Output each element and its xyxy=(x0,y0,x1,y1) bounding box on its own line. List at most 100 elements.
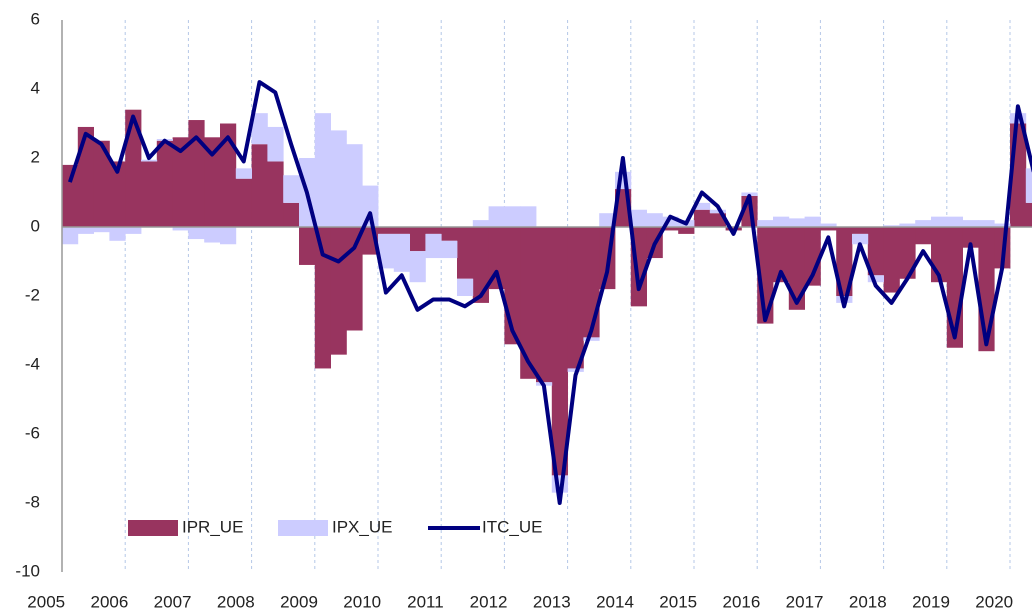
bar xyxy=(773,216,790,227)
x-tick-label: 2006 xyxy=(90,592,128,611)
bar xyxy=(156,140,173,227)
bar xyxy=(630,209,647,227)
bar xyxy=(757,220,774,227)
plot-area xyxy=(62,20,1032,572)
bar xyxy=(251,144,268,227)
bar xyxy=(536,227,553,383)
bar xyxy=(836,227,853,296)
bar xyxy=(125,109,142,227)
bar xyxy=(472,220,489,227)
bar xyxy=(251,113,268,145)
y-tick-label: 6 xyxy=(31,9,40,28)
bar xyxy=(820,223,837,227)
x-tick-label: 2012 xyxy=(470,592,508,611)
bar xyxy=(709,209,726,214)
bar xyxy=(962,227,979,248)
bar xyxy=(141,159,158,162)
bar xyxy=(172,137,189,227)
bar xyxy=(899,227,916,279)
bar xyxy=(346,144,363,227)
x-tick-label: 2007 xyxy=(154,592,192,611)
bar xyxy=(662,227,679,231)
bar xyxy=(220,123,237,227)
bar xyxy=(409,251,426,283)
bar xyxy=(520,206,537,227)
bar xyxy=(867,275,884,283)
bar xyxy=(62,164,79,227)
bar xyxy=(678,227,695,234)
bar xyxy=(141,161,158,227)
y-tick-label: -10 xyxy=(15,561,40,580)
bar xyxy=(283,175,300,203)
bar xyxy=(457,227,474,279)
legend-label: ITC_UE xyxy=(482,517,542,536)
bar xyxy=(867,227,884,276)
bar xyxy=(694,202,711,210)
bar xyxy=(488,206,505,227)
bar xyxy=(883,225,900,227)
x-tick-label: 2018 xyxy=(849,592,887,611)
bar xyxy=(788,218,805,227)
legend-swatch xyxy=(278,520,328,536)
bar xyxy=(283,202,300,227)
bar xyxy=(551,227,568,476)
bar xyxy=(441,240,458,259)
x-tick-label: 2019 xyxy=(912,592,950,611)
x-tick-label: 2010 xyxy=(343,592,381,611)
x-tick-label: 2020 xyxy=(975,592,1013,611)
bar xyxy=(504,206,521,227)
x-tick-label: 2014 xyxy=(596,592,634,611)
bar xyxy=(694,209,711,227)
y-tick-label: -6 xyxy=(25,423,40,442)
x-tick-label: 2016 xyxy=(722,592,760,611)
bar xyxy=(994,223,1011,227)
bar xyxy=(820,227,837,231)
bar xyxy=(425,233,442,259)
bar xyxy=(472,227,489,303)
bar xyxy=(915,220,932,227)
x-tick-label: 2013 xyxy=(533,592,571,611)
bar xyxy=(330,227,347,355)
legend-swatch xyxy=(128,520,178,536)
bar xyxy=(852,227,869,234)
bar xyxy=(393,233,410,272)
bar xyxy=(172,227,189,231)
bar xyxy=(93,140,110,227)
line xyxy=(67,80,1032,505)
x-tick-label: 2009 xyxy=(280,592,318,611)
bar xyxy=(899,223,916,227)
x-tick-label: 2017 xyxy=(786,592,824,611)
bar xyxy=(488,227,505,290)
bar xyxy=(441,227,458,241)
y-tick-label: 0 xyxy=(31,216,40,235)
bar xyxy=(77,227,94,234)
bar xyxy=(852,233,869,245)
y-tick-label: -2 xyxy=(25,285,40,304)
bar xyxy=(978,220,995,227)
x-tick-label: 2005 xyxy=(27,592,65,611)
bar xyxy=(583,227,600,338)
bar xyxy=(946,216,963,227)
bar xyxy=(125,227,142,234)
bar xyxy=(804,216,821,227)
bar xyxy=(62,227,79,245)
bar xyxy=(915,227,932,245)
y-tick-label: -4 xyxy=(25,354,40,373)
bar xyxy=(773,227,790,283)
bar xyxy=(188,120,205,227)
bar xyxy=(362,185,379,227)
legend-label: IPR_UE xyxy=(182,517,243,536)
x-tick-label: 2015 xyxy=(659,592,697,611)
bar xyxy=(93,227,110,233)
bar xyxy=(235,178,252,227)
bar xyxy=(962,220,979,227)
bar xyxy=(77,126,94,227)
bar xyxy=(204,137,221,227)
bar xyxy=(520,227,537,379)
bar xyxy=(646,213,663,227)
bar xyxy=(931,216,948,227)
legend-label: IPX_UE xyxy=(332,517,392,536)
bar xyxy=(109,227,126,241)
bar xyxy=(788,227,805,310)
